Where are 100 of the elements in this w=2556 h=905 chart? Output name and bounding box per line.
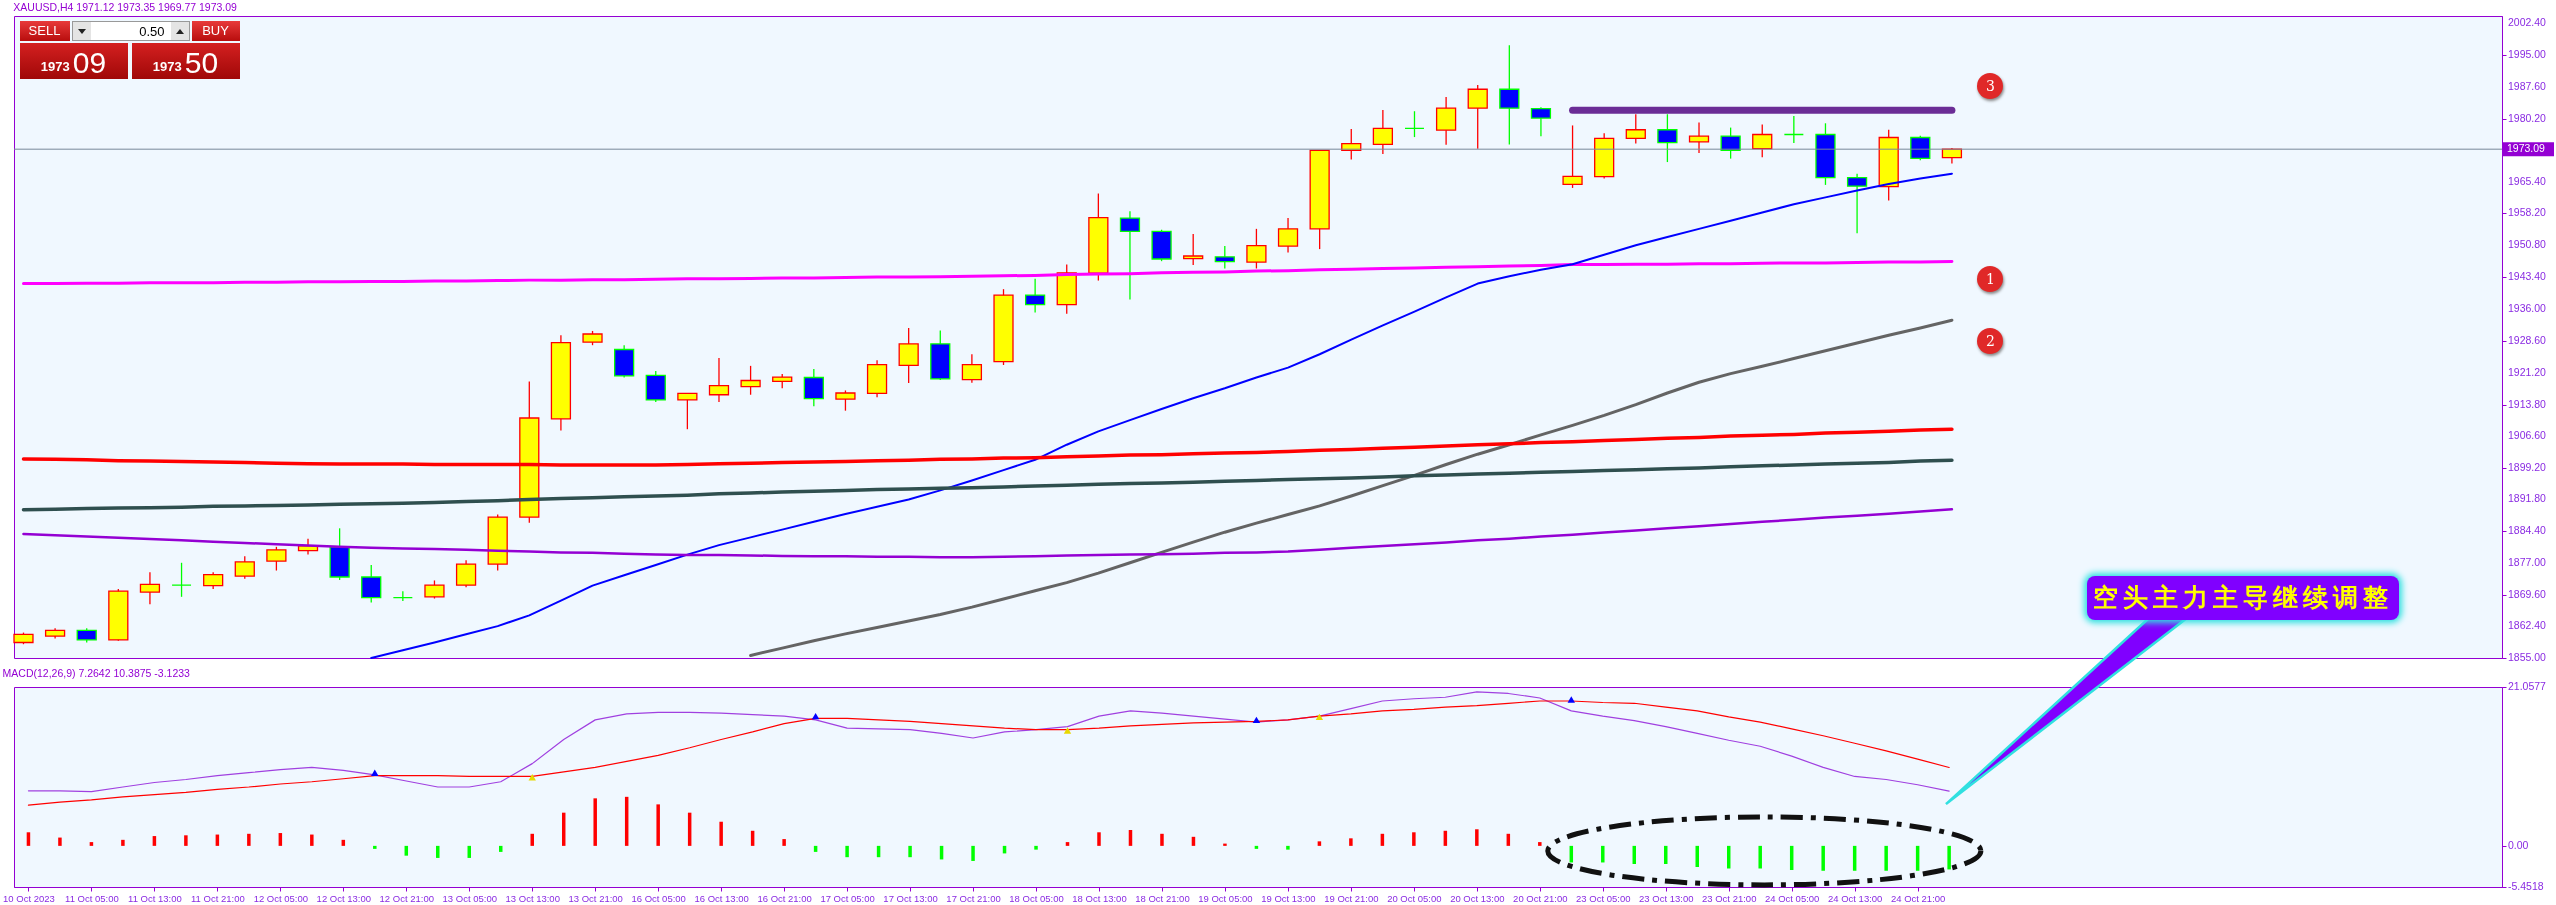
candlestick [1246,228,1267,270]
y-tick-label: 2002.40 [2508,15,2547,28]
candlestick [1625,113,1646,145]
candlestick [1183,233,1204,266]
bar [1475,829,1479,846]
y-tick-label: 1899.20 [2508,460,2547,473]
candlestick [1277,217,1299,254]
bar [530,833,534,846]
point [1252,716,1261,724]
line-series [749,318,1954,657]
x-tick-label: 24 Oct 21:00 [1890,892,1946,904]
bar [1160,833,1164,846]
candlestick [677,392,698,430]
sell-price-box: 1973 09 [19,42,128,79]
bar [1947,845,1951,870]
candlestick [1467,84,1488,150]
bar [184,835,188,846]
bar [1758,845,1762,869]
chart-title: MACD(12,26,9) 7.2642 10.3875 -3.1233 [2,666,191,679]
y-tick-label: 1855.00 [2508,651,2547,663]
callout-box: 空头主力主导继续调整 [2087,575,2400,620]
y-tick-label: 1995.00 [2508,47,2547,60]
y-tick-label: 21.0577 [2508,680,2547,692]
x-tick-label: 16 Oct 21:00 [757,892,812,904]
annotation: 50 [184,45,219,79]
bar [656,804,660,846]
bar [908,845,912,858]
bar [1034,845,1038,850]
candlestick [361,564,382,604]
x-tick-label: 23 Oct 13:00 [1639,892,1694,904]
x-tick-label: 23 Oct 21:00 [1702,892,1757,904]
annotation: 09 [72,45,107,79]
candlestick [266,546,287,572]
candlestick [961,353,983,384]
candlestick [1119,210,1141,301]
annotation: 1973 [152,58,182,74]
line-series [22,508,1954,559]
buy-price-box: 1973 50 [131,42,240,79]
bar [1601,845,1605,863]
x-tick-label: 16 Oct 13:00 [694,892,749,904]
ref-line-label: 1973.09 [2507,142,2546,155]
x-tick-label: 19 Oct 13:00 [1261,892,1316,904]
candlestick [1910,135,1931,161]
bar [1538,842,1542,846]
x-tick-label: 17 Oct 13:00 [883,892,938,904]
line-series [370,172,1953,659]
x-tick-label: 19 Oct 05:00 [1198,892,1253,904]
y-tick-label: 1950.80 [2508,238,2547,251]
candlestick [1024,278,1046,314]
x-tick-label: 20 Oct 21:00 [1513,892,1568,904]
y-tick-label: 1928.60 [2508,333,2547,346]
x-tick-label: 11 Oct 13:00 [128,892,182,904]
x-tick-label: 12 Oct 05:00 [253,892,309,904]
bar [1349,838,1353,846]
point [1315,713,1324,721]
y-tick-label: 0.00 [2508,838,2529,851]
x-tick-label: 18 Oct 05:00 [1009,892,1064,904]
bar [1317,841,1322,846]
bar [247,833,251,846]
line-series [21,458,1954,512]
x-tick-label: 13 Oct 05:00 [442,892,497,904]
bar [1821,845,1825,871]
y-tick-label: 1958.20 [2508,206,2547,219]
y-tick-label: 1877.00 [2508,556,2547,569]
candlestick [1404,110,1425,138]
y-tick-label: 1913.80 [2508,397,2547,410]
x-tick-label: 17 Oct 05:00 [820,892,875,904]
point [811,712,820,720]
x-tick-label: 18 Oct 13:00 [1072,892,1127,904]
bar [1412,832,1416,846]
bar [593,798,597,846]
line-series [27,691,1950,793]
bar [1286,845,1290,850]
candlestick [1657,113,1678,163]
annotation: 0.50 [139,23,165,39]
candlestick [424,579,445,600]
point [371,769,379,776]
y-tick-label: 1965.40 [2508,175,2547,188]
candlestick [171,562,192,598]
y-tick-label: 1884.40 [2508,524,2547,537]
candlestick [898,327,919,384]
bar [845,845,849,858]
bar [1223,843,1227,846]
bar [782,839,786,846]
candlestick [1435,96,1457,146]
candlestick [1752,123,1773,158]
candlestick [1783,115,1804,144]
bar [1097,832,1101,846]
bar [121,839,125,846]
bar [436,845,440,858]
x-tick-label: 13 Oct 13:00 [505,892,560,904]
y-tick-label: 1943.40 [2508,270,2547,283]
x-tick-label: 12 Oct 13:00 [316,892,372,904]
bar [310,834,314,846]
x-tick-label: 20 Oct 13:00 [1450,892,1505,904]
point [1567,696,1575,703]
y-tick-label: 1891.80 [2508,492,2547,505]
candlestick [740,365,761,396]
point [1063,727,1072,734]
candlestick [708,357,730,403]
